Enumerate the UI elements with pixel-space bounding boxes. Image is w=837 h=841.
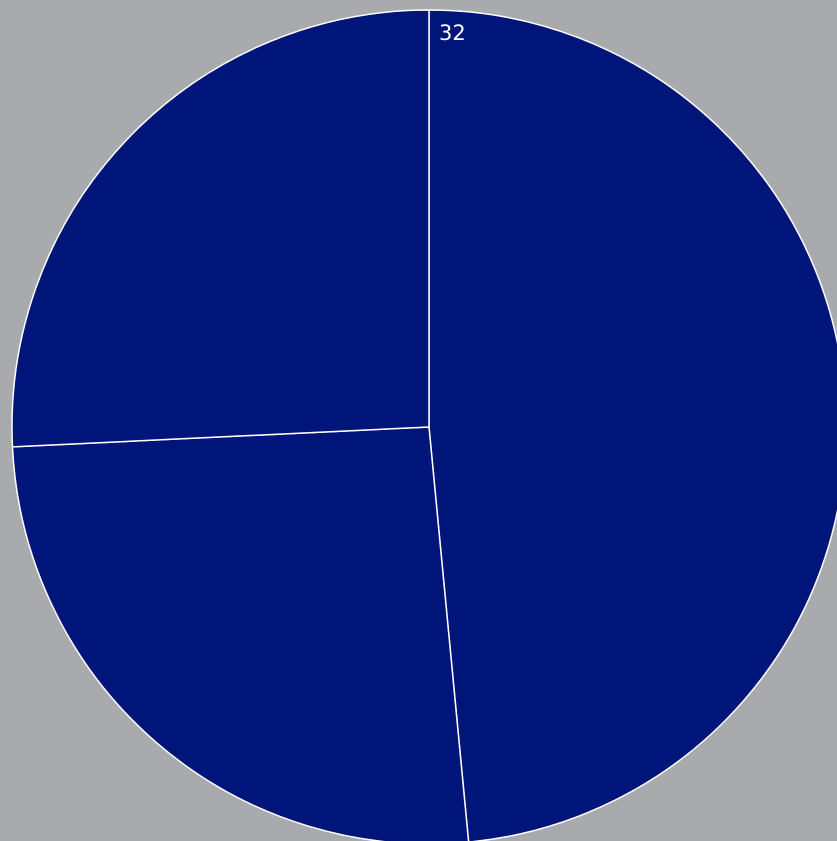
pie-labels: 321717 xyxy=(439,21,466,45)
pie-slices xyxy=(11,9,837,841)
pie-slice-3 xyxy=(11,9,430,448)
slice-value-label-1: 32 xyxy=(439,21,466,45)
pie-slice-1 xyxy=(428,9,837,841)
pie-slice-2 xyxy=(11,426,470,841)
